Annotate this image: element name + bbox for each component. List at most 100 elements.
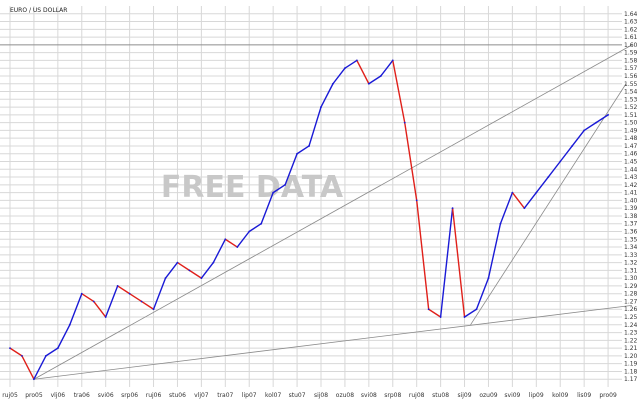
y-tick-label: 1.42: [624, 182, 638, 189]
x-tick-label: srp06: [121, 392, 138, 399]
price-segment: [571, 129, 585, 147]
price-point: [164, 277, 167, 280]
y-tick-label: 1.48: [624, 135, 638, 142]
y-tick-label: 1.26: [624, 306, 638, 313]
price-segment: [9, 347, 23, 357]
price-segment: [93, 300, 107, 318]
y-tick-label: 1.63: [624, 19, 638, 26]
y-tick-label: 1.31: [624, 267, 638, 274]
price-segment: [559, 145, 573, 163]
y-tick-label: 1.34: [624, 244, 638, 251]
y-tick-label: 1.60: [624, 42, 638, 49]
price-point: [188, 269, 191, 272]
price-segment: [415, 199, 430, 310]
x-tick-label: ozu08: [336, 392, 354, 399]
price-segment: [463, 308, 478, 318]
price-point: [523, 207, 526, 210]
price-segment: [583, 121, 597, 132]
price-segment: [344, 59, 358, 69]
price-segment: [81, 292, 95, 303]
x-tick-label: kol09: [552, 392, 568, 399]
price-segment: [535, 176, 549, 194]
x-tick-label: svi08: [361, 392, 377, 399]
price-segment: [356, 59, 370, 85]
price-point: [463, 316, 466, 318]
price-point: [212, 261, 215, 264]
x-tick-label: srp08: [384, 392, 401, 399]
y-tick-label: 1.28: [624, 291, 638, 298]
y-tick-label: 1.19: [624, 361, 638, 368]
price-point: [296, 152, 298, 155]
y-tick-label: 1.57: [624, 65, 638, 72]
price-point: [116, 285, 119, 287]
chart-title: EURO / US DOLLAR: [10, 7, 67, 14]
price-segment: [200, 261, 215, 279]
price-segment: [308, 106, 322, 147]
price-segment: [188, 269, 203, 279]
price-segment: [33, 355, 47, 380]
y-tick-label: 1.55: [624, 81, 638, 88]
price-series: [9, 59, 609, 381]
price-point: [260, 222, 263, 225]
x-tick-label: tra06: [74, 392, 90, 399]
y-tick-label: 1.45: [624, 159, 638, 166]
y-tick-label: 1.44: [624, 166, 638, 173]
price-point: [355, 59, 358, 62]
y-tick-label: 1.27: [624, 298, 638, 305]
x-tick-label: lip07: [242, 392, 257, 399]
y-tick-label: 1.52: [624, 104, 638, 111]
price-segment: [248, 223, 262, 233]
y-tick-label: 1.49: [624, 127, 638, 134]
price-point: [308, 145, 310, 147]
x-tick-label: sij09: [457, 392, 471, 399]
x-tick-label: sij08: [314, 392, 328, 399]
x-tick-label: lis09: [577, 392, 591, 399]
price-segment: [116, 285, 131, 295]
price-segment: [296, 145, 310, 155]
price-point: [128, 292, 131, 295]
price-segment: [104, 285, 119, 318]
price-point: [21, 354, 23, 357]
price-point: [92, 300, 95, 303]
price-segment: [128, 292, 143, 303]
y-tick-label: 1.33: [624, 252, 638, 259]
price-segment: [523, 191, 538, 209]
y-tick-label: 1.36: [624, 228, 638, 235]
y-tick-label: 1.22: [624, 337, 638, 344]
price-point: [535, 191, 538, 194]
y-tick-label: 1.35: [624, 236, 638, 243]
y-tick-label: 1.40: [624, 197, 638, 204]
price-segment: [487, 223, 502, 279]
price-segment: [439, 207, 454, 318]
price-point: [176, 261, 179, 264]
price-segment: [164, 261, 179, 279]
price-point: [583, 129, 586, 132]
price-point: [56, 347, 59, 350]
price-segment: [224, 238, 238, 248]
price-point: [451, 207, 454, 210]
price-point: [272, 191, 275, 194]
price-segment: [404, 121, 418, 202]
price-point: [595, 121, 598, 124]
price-segment: [511, 191, 526, 209]
y-tick-label: 1.43: [624, 174, 638, 181]
price-segment: [427, 308, 442, 318]
y-tick-label: 1.21: [624, 345, 638, 352]
price-point: [140, 300, 143, 303]
x-tick-label: ruj05: [2, 392, 18, 399]
y-tick-label: 1.41: [624, 190, 638, 197]
y-axis: 1.171.181.191.201.211.221.231.241.251.26…: [624, 11, 638, 383]
watermark-text: FREE DATA: [161, 170, 344, 205]
price-point: [236, 246, 239, 248]
price-point: [104, 316, 107, 318]
price-point: [320, 106, 322, 108]
price-point: [68, 323, 71, 326]
price-segment: [380, 59, 394, 77]
price-segment: [152, 277, 167, 310]
price-point: [80, 292, 83, 295]
price-point: [547, 176, 550, 178]
price-point: [607, 113, 609, 116]
price-segment: [499, 191, 514, 225]
price-segment: [212, 238, 227, 264]
